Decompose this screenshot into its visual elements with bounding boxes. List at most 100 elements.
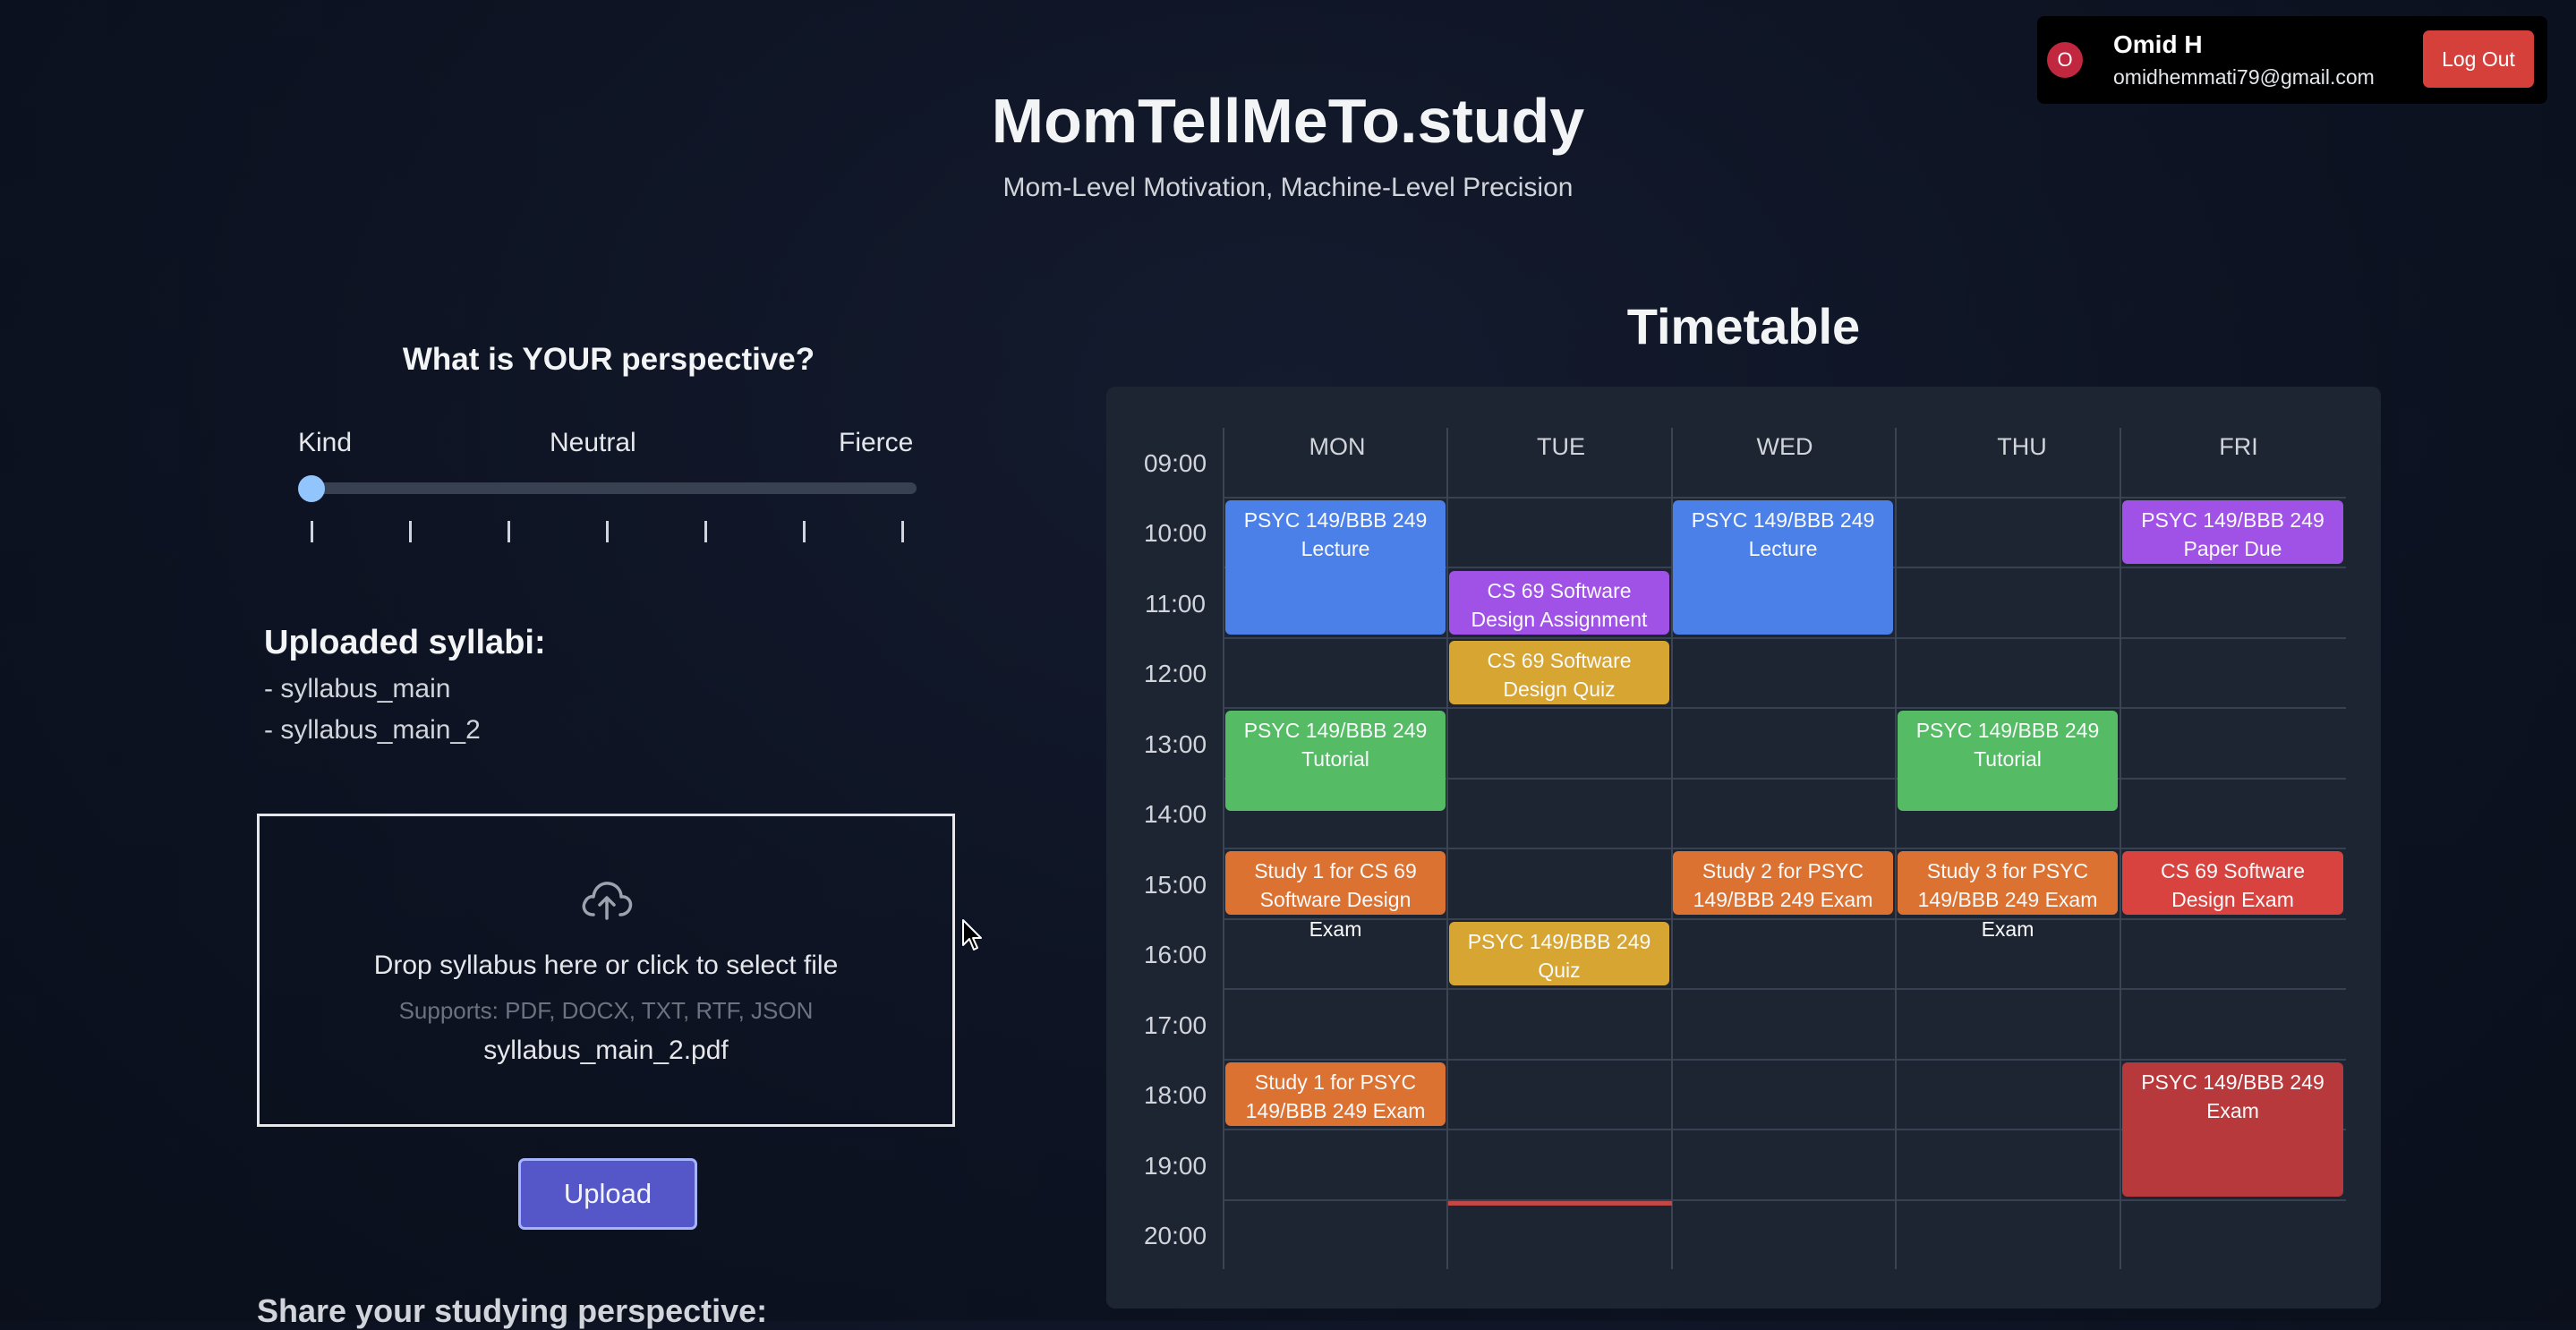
event-title: PSYC 149/BBB 249 <box>1691 508 1875 532</box>
slider-label-neutral: Neutral <box>550 428 636 457</box>
event-subtitle: Tutorial <box>1974 747 2042 771</box>
syllabus-dropzone[interactable] <box>257 814 955 1127</box>
time-label: 13:00 <box>1143 730 1207 758</box>
time-label: 10:00 <box>1143 519 1207 547</box>
event-overflow-text: Exam <box>1981 917 2034 941</box>
upload-button[interactable]: Upload <box>518 1158 697 1230</box>
time-label: 12:00 <box>1143 660 1207 687</box>
time-label: 17:00 <box>1143 1011 1207 1039</box>
event-subtitle: Design Assignment <box>1471 608 1648 631</box>
avatar: O <box>2047 42 2083 78</box>
event-block[interactable]: CS 69 Software Design Exam <box>2122 851 2343 915</box>
event-title: PSYC 149/BBB 249 <box>1243 508 1428 532</box>
event-overflow-text: Exam <box>1309 917 1362 941</box>
event-title: PSYC 149/BBB 249 <box>2141 1070 2324 1094</box>
event-subtitle: Design Exam <box>2171 888 2294 911</box>
dropzone-supported-formats: Supports: PDF, DOCX, TXT, RTF, JSON <box>398 997 814 1024</box>
user-name: Omid H <box>2113 30 2203 58</box>
event-subtitle: 149/BBB 249 Exam <box>1245 1099 1426 1122</box>
time-label: 15:00 <box>1143 871 1207 899</box>
slider-tick <box>803 521 806 542</box>
grid-line <box>1223 707 2346 709</box>
perspective-slider-track[interactable] <box>303 482 917 494</box>
share-perspective-title: Share your studying perspective: <box>257 1292 768 1329</box>
grid-line <box>1223 637 2346 639</box>
day-header-fri: FRI <box>2219 433 2258 460</box>
event-subtitle: Exam <box>2206 1099 2259 1122</box>
event-title: Study 3 for PSYC <box>1926 859 2089 882</box>
mouse-pointer-icon <box>962 919 982 951</box>
event-block[interactable]: CS 69 Software Design Assignment <box>1449 571 1669 635</box>
slider-tick <box>704 521 707 542</box>
syllabi-title: Uploaded syllabi: <box>264 624 546 661</box>
event-subtitle: Lecture <box>1748 537 1818 560</box>
event-block[interactable]: Study 1 for CS 69 Software Design Exam <box>1225 851 1446 941</box>
grid-line <box>1223 1059 2346 1061</box>
event-block[interactable]: CS 69 Software Design Quiz <box>1449 641 1669 704</box>
time-label: 14:00 <box>1143 800 1207 828</box>
syllabus-item: - syllabus_main <box>264 674 451 703</box>
time-label: 20:00 <box>1143 1222 1207 1249</box>
current-time-indicator <box>1448 1201 1672 1206</box>
grid-line <box>1223 988 2346 990</box>
event-title: PSYC 149/BBB 249 <box>1915 719 2100 742</box>
event-title: Study 1 for PSYC <box>1254 1070 1417 1094</box>
event-subtitle: 149/BBB 249 Exam <box>1693 888 1873 911</box>
grid-line <box>1671 428 1673 1269</box>
cloud-upload-icon <box>582 882 633 920</box>
event-block[interactable]: PSYC 149/BBB 249 Lecture <box>1225 500 1446 635</box>
event-block[interactable]: PSYC 149/BBB 249 Paper Due <box>2122 500 2343 564</box>
event-subtitle: Lecture <box>1301 537 1370 560</box>
logout-button[interactable]: Log Out <box>2423 30 2534 88</box>
grid-line <box>1223 778 2346 780</box>
slider-tick <box>409 521 412 542</box>
event-title: PSYC 149/BBB 249 <box>2141 508 2324 532</box>
event-block[interactable]: PSYC 149/BBB 249 Quiz <box>1449 922 1669 985</box>
grid-line <box>1446 428 1448 1269</box>
event-title: PSYC 149/BBB 249 <box>1467 930 1651 953</box>
slider-tick <box>606 521 609 542</box>
event-block[interactable]: Study 3 for PSYC 149/BBB 249 Exam Exam <box>1898 851 2118 941</box>
event-subtitle: Paper Due <box>2183 537 2282 560</box>
app-title: MomTellMeTo.study <box>991 86 1585 156</box>
event-subtitle: 149/BBB 249 Exam <box>1917 888 2098 911</box>
event-subtitle: Design Quiz <box>1503 678 1616 701</box>
grid-line <box>1223 1199 2346 1201</box>
slider-label-kind: Kind <box>298 428 353 457</box>
dropzone-instructions: Drop syllabus here or click to select fi… <box>373 951 839 980</box>
perspective-slider-thumb[interactable] <box>298 475 325 502</box>
event-title: CS 69 Software <box>1487 579 1632 602</box>
event-title: Study 2 for PSYC <box>1702 859 1864 882</box>
slider-tick <box>901 521 904 542</box>
selected-file-name: syllabus_main_2.pdf <box>483 1036 729 1065</box>
event-block[interactable]: PSYC 149/BBB 249 Lecture <box>1673 500 1893 635</box>
event-title: PSYC 149/BBB 249 <box>1243 719 1428 742</box>
time-label: 19:00 <box>1143 1152 1207 1180</box>
day-header-thu: THU <box>1997 433 2047 460</box>
event-title: Study 1 for CS 69 <box>1254 859 1417 882</box>
slider-label-fierce: Fierce <box>839 428 914 457</box>
syllabus-item: - syllabus_main_2 <box>264 715 481 745</box>
event-block[interactable]: Study 1 for PSYC 149/BBB 249 Exam <box>1225 1062 1446 1126</box>
event-block[interactable]: PSYC 149/BBB 249 Tutorial <box>1898 711 2118 811</box>
event-subtitle: Tutorial <box>1301 747 1369 771</box>
day-header-wed: WED <box>1756 433 1813 460</box>
event-block[interactable]: Study 2 for PSYC 149/BBB 249 Exam <box>1673 851 1893 915</box>
day-header-mon: MON <box>1309 433 1366 460</box>
grid-line <box>1223 918 2346 920</box>
event-block[interactable]: PSYC 149/BBB 249 Tutorial <box>1225 711 1446 811</box>
time-label: 11:00 <box>1145 590 1206 618</box>
event-title: CS 69 Software <box>2160 859 2306 882</box>
time-label: 09:00 <box>1143 449 1207 477</box>
grid-line <box>1223 1129 2346 1130</box>
grid-line <box>1223 428 1224 1269</box>
time-label: 18:00 <box>1143 1081 1207 1109</box>
grid-line <box>1223 848 2346 849</box>
grid-line <box>2120 428 2121 1269</box>
event-block[interactable]: PSYC 149/BBB 249 Exam <box>2122 1062 2343 1197</box>
event-title: CS 69 Software <box>1487 649 1632 672</box>
slider-tick <box>508 521 510 542</box>
user-email: omidhemmati79@gmail.com <box>2113 65 2375 89</box>
day-header-tue: TUE <box>1537 433 1585 460</box>
time-label: 16:00 <box>1143 941 1207 968</box>
